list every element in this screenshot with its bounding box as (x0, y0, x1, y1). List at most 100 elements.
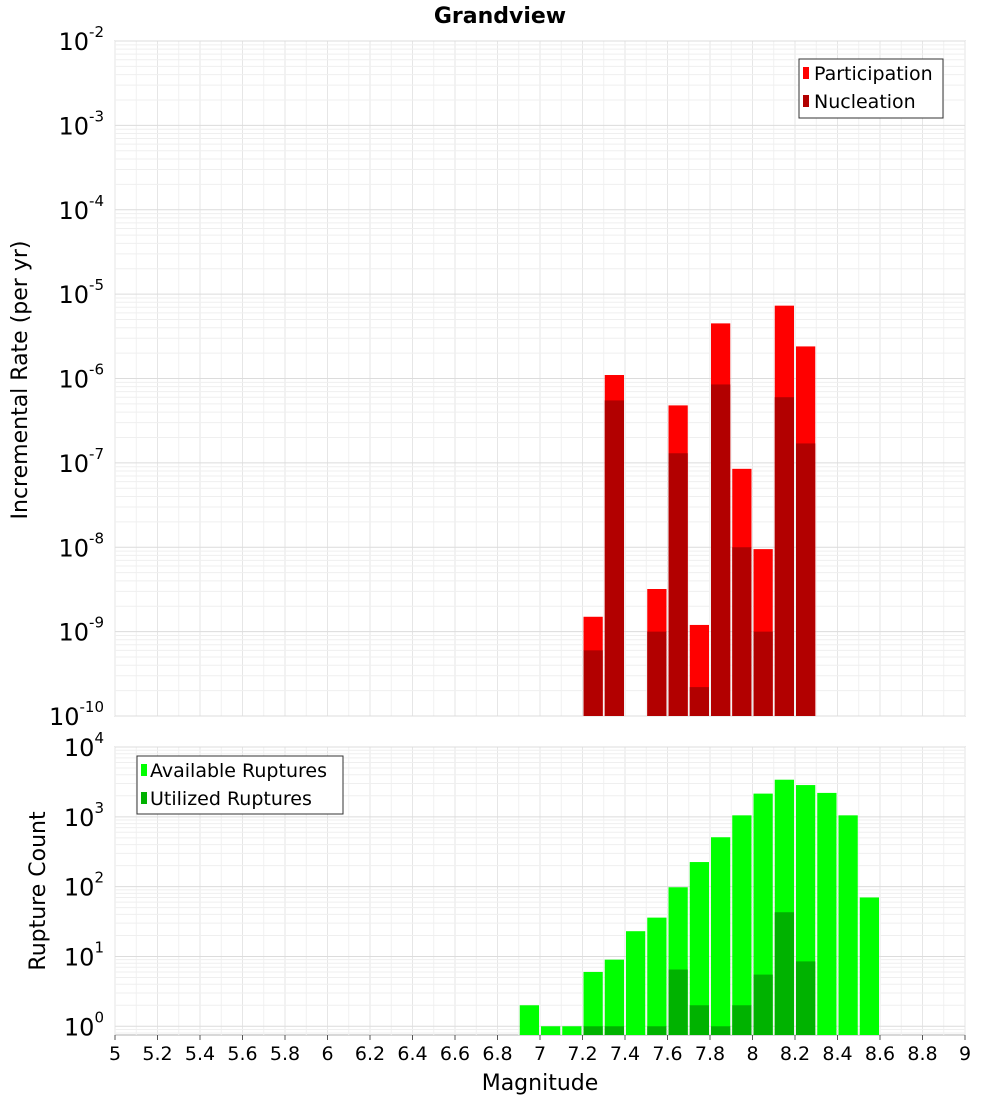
bar-nucleation (689, 687, 709, 716)
bar-available-ruptures (626, 931, 646, 1035)
top-legend: Participation Nucleation (798, 58, 944, 119)
y-tick-base: 10 (64, 1013, 95, 1041)
bottom-legend-box (136, 755, 344, 815)
legend-swatch-utilized (141, 792, 147, 804)
bar-utilized-ruptures (604, 1026, 624, 1035)
y-tick-exponent: -4 (89, 192, 104, 210)
y-tick-exponent: -10 (80, 698, 105, 716)
top-y-axis-label: Incremental Rate (per yr) (8, 241, 33, 520)
legend-label-nucleation: Nucleation (814, 91, 916, 113)
y-tick-label: 101 (64, 938, 104, 971)
bar-nucleation (732, 547, 752, 716)
bar-utilized-ruptures (711, 1026, 731, 1035)
x-tick-label: 8 (746, 1043, 758, 1065)
bar-utilized-ruptures (689, 1005, 709, 1035)
y-tick-exponent: 0 (94, 1008, 104, 1026)
y-tick-label: 10-8 (58, 529, 104, 562)
legend-swatch-nucleation (803, 95, 809, 107)
x-tick-label: 8.4 (822, 1043, 852, 1065)
bar-nucleation (604, 400, 624, 716)
bar-available-ruptures (689, 862, 709, 1035)
x-tick-label: 5.2 (142, 1043, 172, 1065)
y-tick-label: 103 (64, 799, 104, 832)
x-tick-label: 7.4 (610, 1043, 640, 1065)
x-axis-label: Magnitude (482, 1071, 599, 1096)
y-tick-exponent: -6 (89, 361, 104, 379)
bar-available-ruptures (647, 917, 667, 1035)
y-tick-base: 10 (58, 112, 89, 140)
top-legend-box (798, 58, 944, 119)
legend-label-available: Available Ruptures (150, 760, 327, 782)
y-tick-exponent: 2 (94, 869, 104, 887)
y-tick-label: 10-9 (58, 614, 104, 647)
bar-available-ruptures (859, 897, 879, 1035)
bar-nucleation (583, 650, 603, 716)
x-tick-label: 6.2 (355, 1043, 385, 1065)
y-tick-base: 10 (58, 281, 89, 309)
y-tick-label: 10-2 (58, 23, 104, 56)
y-tick-label: 10-7 (58, 445, 104, 478)
y-tick-base: 10 (58, 450, 89, 478)
y-tick-base: 10 (58, 28, 89, 56)
bar-nucleation (711, 384, 731, 716)
y-tick-base: 10 (58, 619, 89, 647)
x-tick-label: 6.4 (397, 1043, 427, 1065)
x-tick-label: 9 (959, 1043, 971, 1065)
x-tick-label: 7.6 (652, 1043, 682, 1065)
legend-label-utilized: Utilized Ruptures (150, 788, 312, 810)
bar-nucleation (647, 631, 667, 716)
x-tick-label: 7.8 (695, 1043, 725, 1065)
bar-nucleation (796, 443, 816, 716)
bar-available-ruptures (732, 815, 752, 1035)
bar-utilized-ruptures (774, 912, 794, 1035)
y-tick-base: 10 (64, 734, 95, 762)
y-tick-exponent: -5 (89, 276, 104, 294)
bar-available-ruptures (711, 837, 731, 1035)
x-tick-label: 6.6 (440, 1043, 470, 1065)
y-tick-label: 100 (64, 1008, 104, 1041)
bar-available-ruptures (519, 1005, 539, 1035)
y-tick-label: 10-3 (58, 107, 104, 140)
y-tick-exponent: -8 (89, 529, 104, 547)
legend-label-participation: Participation (814, 63, 933, 85)
bar-utilized-ruptures (753, 974, 773, 1035)
x-tick-label: 6.8 (482, 1043, 512, 1065)
x-tick-label: 6 (321, 1043, 333, 1065)
bar-available-ruptures (583, 971, 603, 1035)
y-tick-base: 10 (58, 197, 89, 225)
y-tick-label: 10-10 (49, 698, 104, 731)
legend-swatch-participation (803, 67, 809, 79)
y-tick-exponent: 1 (94, 938, 104, 956)
top-bars (583, 305, 816, 716)
bottom-y-axis-label: Rupture Count (26, 811, 51, 971)
x-tick-label: 5 (109, 1043, 121, 1065)
bar-available-ruptures (817, 792, 837, 1035)
y-tick-exponent: 3 (94, 799, 104, 817)
y-tick-base: 10 (64, 943, 95, 971)
y-tick-base: 10 (64, 804, 95, 832)
bar-nucleation (668, 453, 688, 716)
x-tick-label: 7 (534, 1043, 546, 1065)
x-tick-labels: 5 5.2 5.4 5.6 5.8 6 6.2 6.4 6.6 6.8 7 7.2 7.4 7.6 7.8 8… (109, 1035, 971, 1065)
y-tick-exponent: -3 (89, 107, 104, 125)
bar-utilized-ruptures (796, 961, 816, 1035)
y-tick-base: 10 (58, 534, 89, 562)
y-tick-label: 102 (64, 869, 104, 902)
chart-title: Grandview (434, 4, 566, 29)
x-tick-label: 5.6 (227, 1043, 257, 1065)
y-tick-label: 10-4 (58, 192, 104, 225)
y-tick-base: 10 (64, 874, 95, 902)
y-tick-exponent: -2 (89, 23, 104, 41)
y-tick-label: 10-5 (58, 276, 104, 309)
bar-available-ruptures (562, 1026, 582, 1035)
bottom-legend: Available Ruptures Utilized Ruptures (136, 755, 344, 815)
bar-available-ruptures (838, 815, 858, 1035)
x-tick-label: 5.4 (185, 1043, 215, 1065)
x-tick-label: 7.2 (567, 1043, 597, 1065)
y-tick-base: 10 (58, 366, 89, 394)
bar-utilized-ruptures (732, 1005, 752, 1035)
bar-nucleation (753, 631, 773, 716)
